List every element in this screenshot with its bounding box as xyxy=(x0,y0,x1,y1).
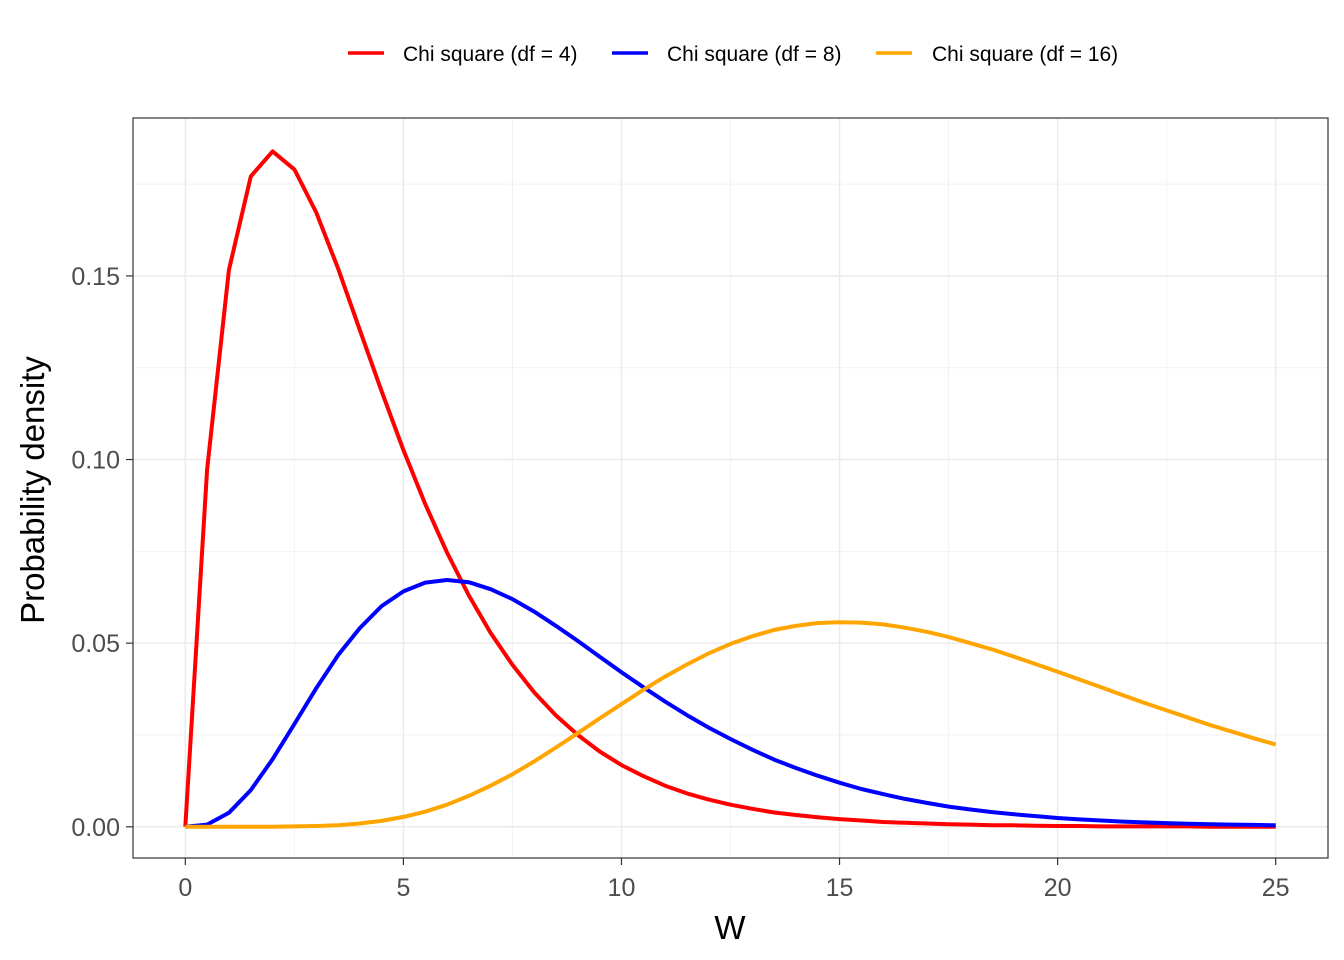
legend-item-df4: Chi square (df = 4) xyxy=(348,43,578,66)
legend: Chi square (df = 4) Chi square (df = 8) … xyxy=(348,43,1118,66)
y-axis-title: Probability density xyxy=(14,356,51,624)
series-lines xyxy=(183,149,1277,829)
legend-item-df8: Chi square (df = 8) xyxy=(612,43,842,66)
x-axis-title: W xyxy=(714,909,746,946)
x-tick-label: 10 xyxy=(608,874,636,902)
x-tick-label: 0 xyxy=(178,874,192,902)
series-line-df16 xyxy=(185,620,1277,829)
y-tick-label: 0.10 xyxy=(71,447,120,475)
x-tick-label: 20 xyxy=(1044,874,1072,902)
legend-label-df16: Chi square (df = 16) xyxy=(932,43,1118,66)
legend-label-df4: Chi square (df = 4) xyxy=(403,43,578,66)
legend-item-df16: Chi square (df = 16) xyxy=(876,43,1118,66)
y-axis: 0.00 0.05 0.10 0.15 xyxy=(71,263,133,842)
plot-panel-border xyxy=(132,117,1329,859)
series-line-df8 xyxy=(185,578,1276,829)
series-line-df4 xyxy=(183,149,1276,829)
legend-label-df8: Chi square (df = 8) xyxy=(667,43,842,66)
y-tick-label: 0.00 xyxy=(71,814,120,842)
x-tick-label: 25 xyxy=(1262,874,1290,902)
y-tick-label: 0.05 xyxy=(71,630,120,658)
x-axis: 0 5 10 15 20 25 xyxy=(178,858,1290,902)
minor-gridlines xyxy=(133,118,1328,858)
y-tick-label: 0.15 xyxy=(71,263,120,291)
x-tick-label: 5 xyxy=(396,874,410,902)
x-tick-label: 15 xyxy=(826,874,854,902)
